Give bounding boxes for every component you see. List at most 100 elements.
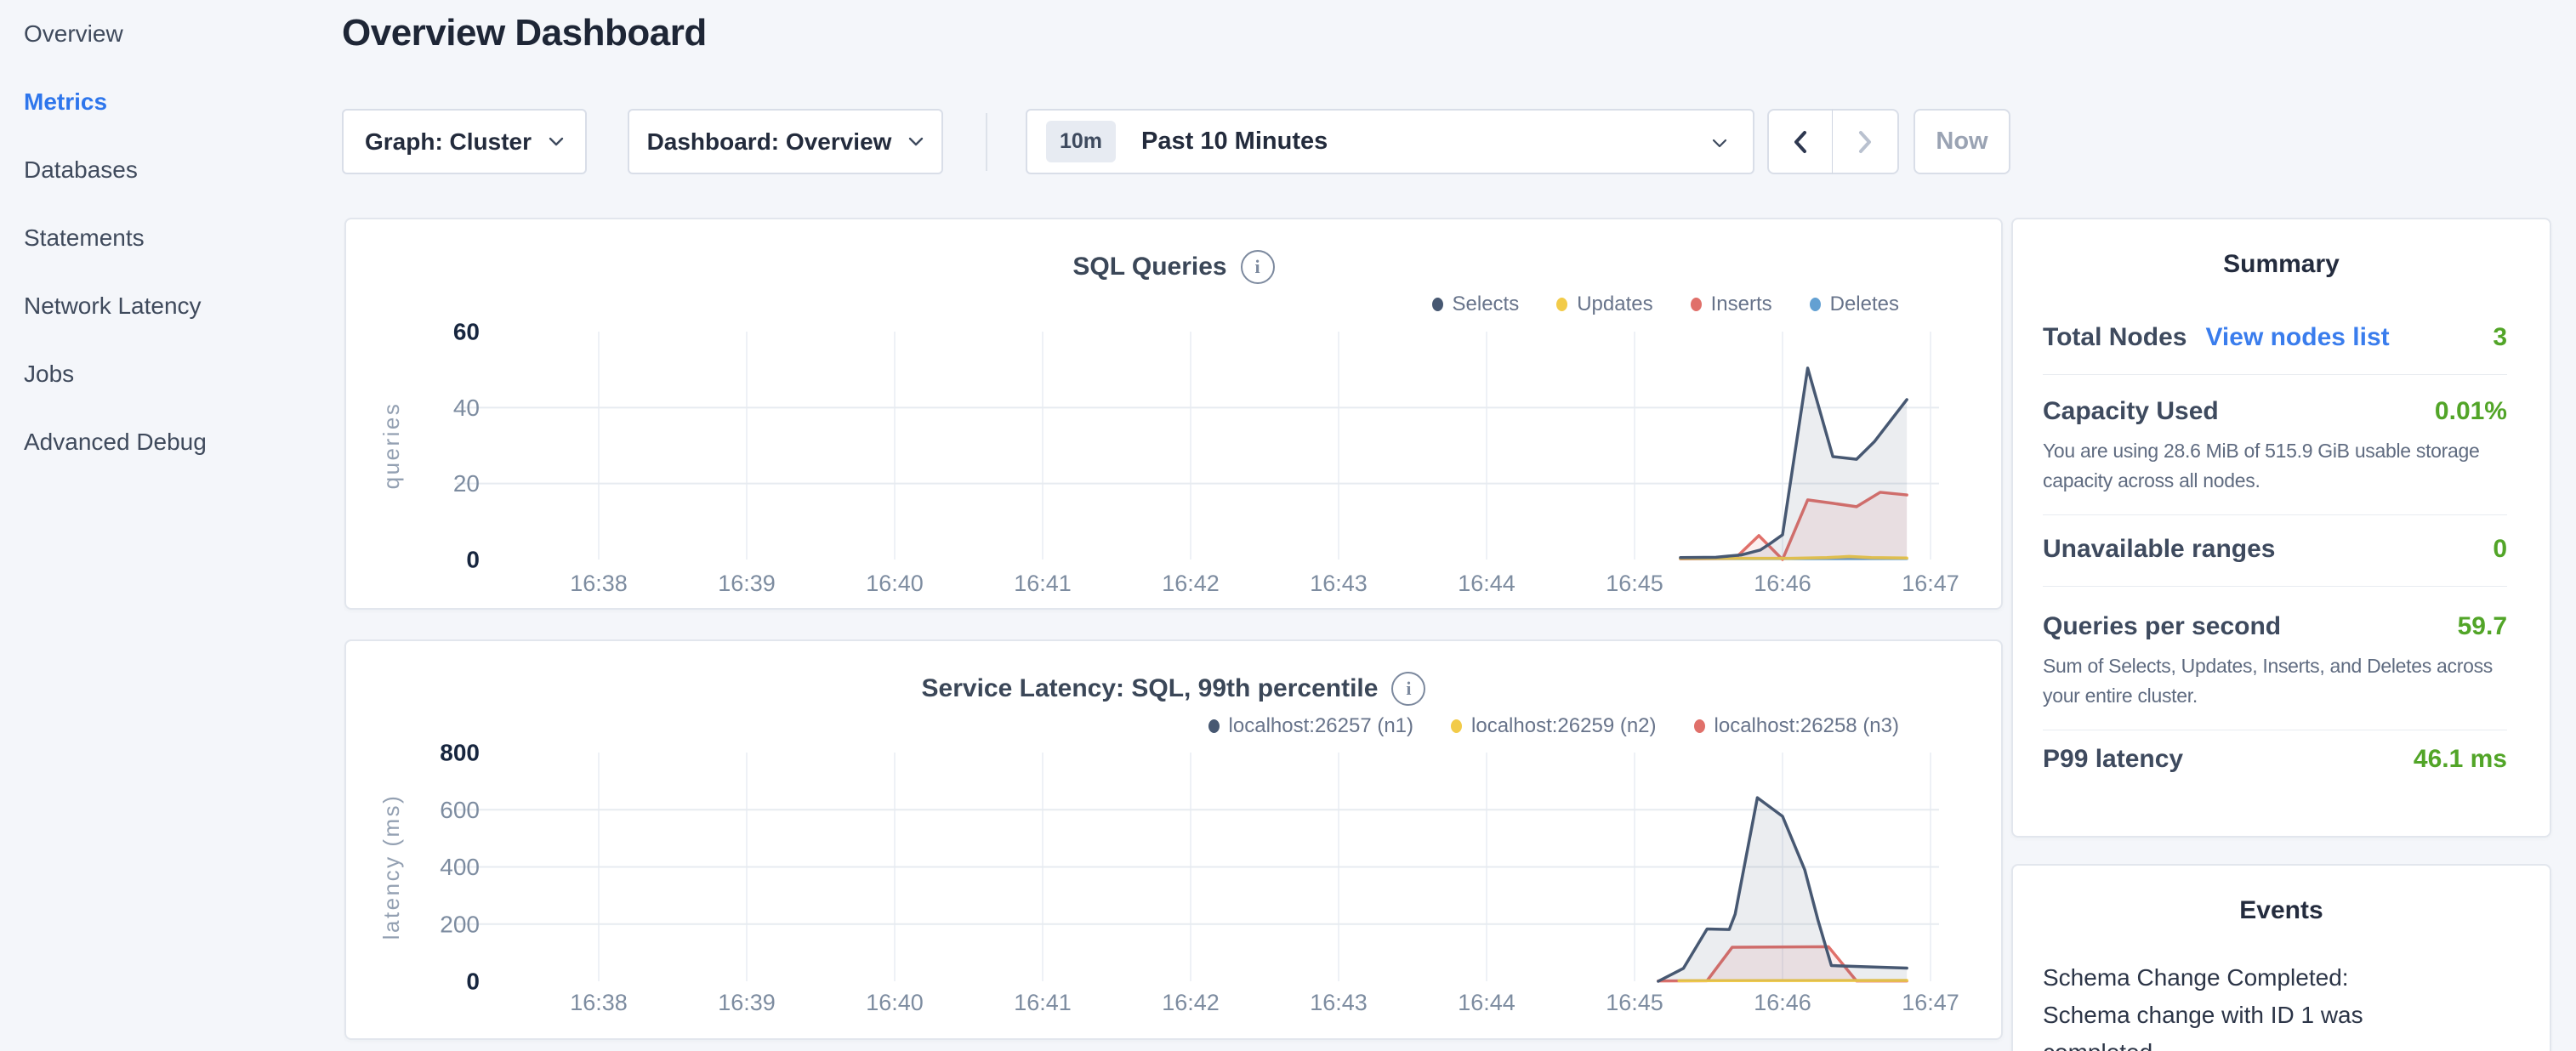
svg-text:16:38: 16:38 — [570, 571, 628, 596]
svg-text:0: 0 — [466, 547, 480, 573]
svg-text:200: 200 — [440, 911, 480, 937]
svg-text:16:44: 16:44 — [1458, 990, 1515, 1015]
svg-text:0: 0 — [466, 969, 480, 995]
chevron-right-icon — [1859, 130, 1871, 153]
svg-text:400: 400 — [440, 854, 480, 880]
sql-queries-chart-card: SQL Queries i Selects Updates Inserts Delet… — [344, 218, 2003, 610]
sidebar-nav-list: Overview Metrics Databases Statements Networ… — [0, 0, 323, 476]
svg-text:600: 600 — [440, 797, 480, 823]
chevron-left-icon — [1794, 130, 1806, 153]
time-back-button[interactable] — [1767, 109, 1834, 174]
svg-text:20: 20 — [453, 470, 480, 497]
svg-text:40: 40 — [453, 395, 480, 421]
sidebar-item-statements[interactable]: Statements — [24, 224, 145, 251]
legend-item-localhost-26257-n1[interactable]: localhost:26257 (n1) — [1208, 714, 1413, 738]
legend-item-selects[interactable]: Selects — [1431, 293, 1519, 316]
summary-divider — [2043, 514, 2507, 515]
legend-label: Updates — [1577, 293, 1653, 315]
time-range-picker[interactable]: 10m Past 10 Minutes — [1026, 109, 1754, 174]
time-range-badge: 10m — [1046, 121, 1117, 162]
svg-text:16:40: 16:40 — [866, 990, 924, 1015]
svg-text:16:45: 16:45 — [1606, 990, 1663, 1015]
summary-row-value: 3 — [2493, 323, 2507, 351]
summary-row-value: 59.7 — [2457, 612, 2507, 640]
svg-text:60: 60 — [453, 319, 480, 345]
svg-text:queries: queries — [378, 402, 404, 490]
graph-dropdown-label: Graph: Cluster — [364, 128, 532, 155]
legend-item-localhost-26259-n2[interactable]: localhost:26259 (n2) — [1451, 714, 1657, 738]
legend-dot-icon — [1809, 298, 1821, 311]
svg-text:16:45: 16:45 — [1606, 571, 1663, 596]
toolbar-divider — [986, 113, 987, 171]
now-button[interactable]: Now — [1914, 109, 2010, 174]
svg-text:16:42: 16:42 — [1162, 990, 1220, 1015]
legend-item-updates[interactable]: Updates — [1556, 293, 1653, 316]
dashboard-dropdown[interactable]: Dashboard: Overview — [628, 109, 943, 174]
summary-row-label: P99 latency — [2043, 745, 2184, 773]
chart-title: SQL Queries — [1072, 253, 1227, 281]
sidebar-item-overview[interactable]: Overview — [24, 20, 123, 47]
legend-item-localhost-26258-n3[interactable]: localhost:26258 (n3) — [1693, 714, 1899, 738]
legend-dot-icon — [1451, 719, 1463, 733]
chart-plot: 16:38 16:39 16:40 16:41 16:42 16:43 16:44 16:45… — [378, 319, 1959, 597]
summary-row-value: 0 — [2493, 535, 2507, 563]
chevron-down-icon — [549, 137, 564, 146]
legend-dot-icon — [1693, 719, 1705, 733]
svg-text:16:46: 16:46 — [1754, 990, 1811, 1015]
legend-item-inserts[interactable]: Inserts — [1690, 293, 1772, 316]
legend-dot-icon — [1556, 298, 1568, 311]
svg-text:16:47: 16:47 — [1902, 571, 1959, 596]
legend-label: Deletes — [1829, 293, 1899, 315]
svg-text:16:46: 16:46 — [1754, 571, 1811, 596]
info-icon[interactable]: i — [1391, 672, 1426, 706]
summary-row-label: Unavailable ranges — [2043, 535, 2276, 563]
graph-dropdown[interactable]: Graph: Cluster — [342, 109, 587, 174]
sidebar-item-network-latency[interactable]: Network Latency — [24, 293, 202, 319]
sidebar-item-advanced-debug[interactable]: Advanced Debug — [24, 429, 207, 455]
sidebar-item-metrics[interactable]: Metrics — [24, 88, 108, 115]
summary-row-unavailable-ranges: Unavailable ranges 0 — [2043, 535, 2507, 564]
legend-label: localhost:26259 (n2) — [1471, 714, 1657, 737]
view-nodes-list-link[interactable]: View nodes list — [2205, 323, 2390, 351]
svg-text:16:39: 16:39 — [718, 571, 776, 596]
event-item[interactable]: Schema Change Completed: Schema change w… — [2013, 925, 2550, 1051]
summary-row-p99-latency: P99 latency 46.1 ms — [2043, 745, 2507, 774]
events-list: Schema Change Completed: Schema change w… — [2013, 925, 2550, 1051]
summary-row-queries-per-second: Queries per second 59.7 Sum of Selects, Up… — [2043, 612, 2507, 711]
summary-row-total-nodes: Total Nodes View nodes list 3 — [2043, 323, 2507, 352]
svg-text:16:41: 16:41 — [1014, 990, 1072, 1015]
event-text: Schema Change Completed: Schema change w… — [2043, 964, 2363, 1051]
chevron-down-icon — [909, 137, 924, 146]
dashboard-dropdown-label: Dashboard: Overview — [646, 128, 892, 155]
summary-row-value: 0.01% — [2434, 397, 2507, 425]
chart-legend: localhost:26257 (n1) localhost:26259 (n2)… — [1208, 714, 1899, 738]
legend-label: localhost:26257 (n1) — [1228, 714, 1414, 737]
legend-label: localhost:26258 (n3) — [1714, 714, 1899, 737]
svg-text:16:39: 16:39 — [718, 990, 776, 1015]
svg-text:16:47: 16:47 — [1902, 990, 1959, 1015]
svg-text:16:44: 16:44 — [1458, 571, 1515, 596]
sidebar-item-databases[interactable]: Databases — [24, 156, 138, 183]
time-forward-button[interactable] — [1832, 109, 1899, 174]
sidebar-item-jobs[interactable]: Jobs — [24, 361, 75, 387]
summary-row-description: You are using 28.6 MiB of 515.9 GiB usab… — [2043, 440, 2480, 491]
summary-title: Summary — [2223, 250, 2340, 278]
sidebar: Overview Metrics Databases Statements Networ… — [0, 0, 323, 1051]
legend-dot-icon — [1690, 298, 1702, 311]
legend-dot-icon — [1431, 298, 1443, 311]
svg-text:800: 800 — [440, 740, 480, 766]
chart-legend: Selects Updates Inserts Deletes — [1431, 293, 1899, 316]
page-title: Overview Dashboard — [342, 12, 707, 54]
chart-title: Service Latency: SQL, 99th percentile — [921, 674, 1379, 702]
legend-label: Inserts — [1710, 293, 1772, 315]
svg-text:16:42: 16:42 — [1162, 571, 1220, 596]
time-range-label: Past 10 Minutes — [1141, 128, 1328, 155]
summary-divider — [2043, 586, 2507, 587]
summary-row-label: Capacity Used — [2043, 397, 2219, 425]
svg-text:16:43: 16:43 — [1310, 990, 1368, 1015]
summary-row-label: Total Nodes — [2043, 323, 2187, 351]
legend-item-deletes[interactable]: Deletes — [1809, 293, 1899, 316]
svg-text:16:43: 16:43 — [1310, 571, 1368, 596]
info-icon[interactable]: i — [1240, 250, 1275, 284]
